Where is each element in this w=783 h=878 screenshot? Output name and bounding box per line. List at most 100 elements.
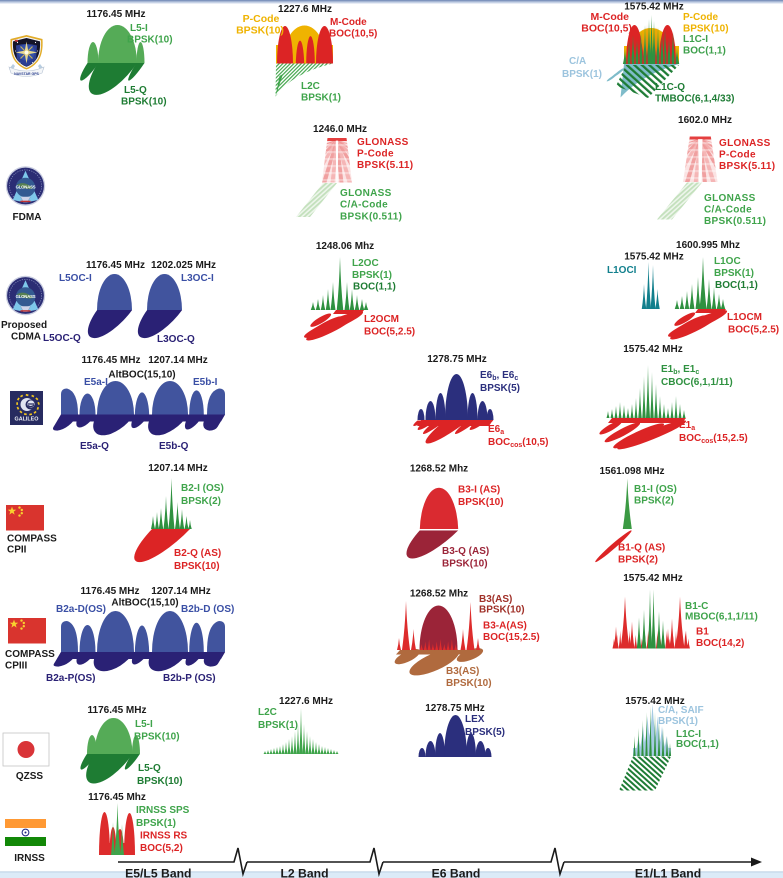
svg-text:1207.14 MHz: 1207.14 MHz <box>148 355 207 366</box>
svg-text:BPSK(10): BPSK(10) <box>121 97 167 108</box>
svg-text:BPSK(5.11): BPSK(5.11) <box>357 160 413 171</box>
svg-text:1176.45 MHz: 1176.45 MHz <box>82 355 141 366</box>
svg-text:E5a-I: E5a-I <box>84 377 108 388</box>
svg-text:BPSK(5): BPSK(5) <box>465 727 505 738</box>
svg-text:L5-Q: L5-Q <box>138 763 161 774</box>
svg-text:BPSK(2): BPSK(2) <box>634 496 674 507</box>
svg-text:B2b-P (OS): B2b-P (OS) <box>163 673 216 684</box>
svg-text:1176.45 Mhz: 1176.45 Mhz <box>88 792 146 803</box>
svg-text:BPSK(1): BPSK(1) <box>258 720 298 731</box>
svg-text:L2C: L2C <box>258 707 277 718</box>
svg-text:P-Code: P-Code <box>683 12 718 23</box>
svg-text:L3OC-Q: L3OC-Q <box>157 334 195 345</box>
svg-text:BOC(1,1): BOC(1,1) <box>683 46 726 57</box>
svg-text:GLONASS: GLONASS <box>719 138 771 149</box>
svg-text:L1C-I: L1C-I <box>676 729 701 740</box>
svg-text:L1C-I: L1C-I <box>683 34 708 45</box>
svg-text:B2b-D (OS): B2b-D (OS) <box>181 604 234 615</box>
svg-text:B1-C: B1-C <box>685 601 708 612</box>
svg-text:BOCcos(10,5): BOCcos(10,5) <box>488 437 548 449</box>
svg-text:BPSK(5.11): BPSK(5.11) <box>719 161 775 172</box>
svg-text:1600.995 Mhz: 1600.995 Mhz <box>676 240 740 251</box>
svg-text:BPSK(10): BPSK(10) <box>174 561 220 572</box>
svg-text:BPSK(1): BPSK(1) <box>136 818 176 829</box>
svg-text:1575.42 MHz: 1575.42 MHz <box>624 252 683 263</box>
svg-text:1575.42 MHz: 1575.42 MHz <box>623 573 682 584</box>
svg-text:L3OC-I: L3OC-I <box>181 273 214 284</box>
svg-text:C/A-Code: C/A-Code <box>340 200 388 211</box>
svg-text:1207.14 MHz: 1207.14 MHz <box>148 463 207 474</box>
svg-text:BPSK(1): BPSK(1) <box>658 716 698 727</box>
svg-text:FDMA: FDMA <box>13 212 42 223</box>
svg-text:1207.14 MHz: 1207.14 MHz <box>151 586 210 597</box>
svg-text:L5-Q: L5-Q <box>124 85 147 96</box>
svg-text:E6 Band: E6 Band <box>432 867 481 878</box>
svg-text:BPSK(10): BPSK(10) <box>236 25 284 37</box>
svg-text:L2OC: L2OC <box>352 258 379 269</box>
svg-text:E1/L1 Band: E1/L1 Band <box>635 867 701 878</box>
svg-text:B3(AS): B3(AS) <box>446 666 479 677</box>
svg-text:M-Code: M-Code <box>330 17 367 28</box>
svg-text:BPSK(5): BPSK(5) <box>480 383 520 394</box>
svg-text:BPSK(10): BPSK(10) <box>127 35 173 46</box>
svg-text:IRNSS RS: IRNSS RS <box>140 831 188 842</box>
svg-text:L5-I: L5-I <box>135 719 153 730</box>
svg-text:L2 Band: L2 Band <box>280 867 328 878</box>
svg-text:B2-I (OS): B2-I (OS) <box>181 483 224 494</box>
svg-text:BOC(1,1): BOC(1,1) <box>353 282 396 293</box>
svg-text:BOC(1,1): BOC(1,1) <box>676 739 719 750</box>
svg-text:1268.52 Mhz: 1268.52 Mhz <box>410 464 468 475</box>
svg-text:1176.45 MHz: 1176.45 MHz <box>88 705 147 716</box>
svg-text:B3-Q (AS): B3-Q (AS) <box>442 546 489 557</box>
svg-text:BPSK(10): BPSK(10) <box>446 678 492 689</box>
svg-text:P-Code: P-Code <box>357 149 394 160</box>
svg-text:BPSK(0.511): BPSK(0.511) <box>704 216 766 227</box>
svg-text:CBOC(6,1,1/11): CBOC(6,1,1/11) <box>661 377 733 388</box>
svg-text:BOC(14,2): BOC(14,2) <box>696 638 744 649</box>
svg-text:1278.75 MHz: 1278.75 MHz <box>427 354 486 365</box>
svg-text:B1-Q (AS): B1-Q (AS) <box>618 543 665 554</box>
svg-text:B2-Q (AS): B2-Q (AS) <box>174 548 221 559</box>
svg-text:BPSK(1): BPSK(1) <box>562 69 602 80</box>
svg-text:CPIII: CPIII <box>5 661 27 672</box>
svg-text:BOC(15,2.5): BOC(15,2.5) <box>483 632 540 643</box>
svg-text:GALILEO: GALILEO <box>15 417 39 423</box>
svg-text:B3(AS): B3(AS) <box>479 594 512 605</box>
svg-text:BPSK(2): BPSK(2) <box>181 496 221 507</box>
svg-text:AltBOC(15,10): AltBOC(15,10) <box>111 598 178 609</box>
svg-text:1602.0 MHz: 1602.0 MHz <box>678 115 732 126</box>
svg-text:QZSS: QZSS <box>16 771 44 782</box>
svg-text:1227.6 MHz: 1227.6 MHz <box>278 4 332 15</box>
svg-text:B2a-P(OS): B2a-P(OS) <box>46 673 95 684</box>
svg-text:1575.42 MHz: 1575.42 MHz <box>625 696 684 707</box>
svg-text:M-Code: M-Code <box>591 11 630 23</box>
svg-text:Proposed: Proposed <box>1 320 47 331</box>
svg-text:BPSK(10): BPSK(10) <box>683 24 729 35</box>
svg-text:BPSK(1): BPSK(1) <box>352 270 392 281</box>
svg-text:NAVSTAR GPS: NAVSTAR GPS <box>14 72 39 76</box>
svg-text:L5OC-Q: L5OC-Q <box>43 333 81 344</box>
svg-text:1202.025 MHz: 1202.025 MHz <box>151 260 216 271</box>
svg-text:BOC(10,5): BOC(10,5) <box>581 23 632 35</box>
svg-text:E1a: E1a <box>679 420 695 432</box>
svg-text:BPSK(10): BPSK(10) <box>458 497 504 508</box>
svg-text:LEX: LEX <box>465 714 485 725</box>
svg-text:GLONASS: GLONASS <box>357 137 409 148</box>
svg-text:CDMA: CDMA <box>11 332 41 343</box>
svg-text:B2a-D(OS): B2a-D(OS) <box>56 604 106 615</box>
svg-text:CPII: CPII <box>7 545 27 556</box>
svg-text:BOC(10,5): BOC(10,5) <box>329 29 377 40</box>
svg-text:BPSK(2): BPSK(2) <box>618 555 658 566</box>
svg-text:BPSK(10): BPSK(10) <box>479 605 525 616</box>
svg-text:B1-I (OS): B1-I (OS) <box>634 484 677 495</box>
svg-text:GLONASS: GLONASS <box>340 188 392 199</box>
svg-text:IRNSS SPS: IRNSS SPS <box>136 805 190 816</box>
svg-text:MBOC(6,1,1/11): MBOC(6,1,1/11) <box>685 612 758 623</box>
svg-text:C/A: C/A <box>569 56 586 67</box>
svg-text:B1: B1 <box>696 627 709 638</box>
svg-text:BPSK(10): BPSK(10) <box>137 776 183 787</box>
svg-text:B3-A(AS): B3-A(AS) <box>483 621 527 632</box>
svg-text:GLONASS: GLONASS <box>16 294 36 299</box>
svg-text:AltBOC(15,10): AltBOC(15,10) <box>108 370 175 381</box>
svg-text:GLONASS: GLONASS <box>16 184 36 189</box>
